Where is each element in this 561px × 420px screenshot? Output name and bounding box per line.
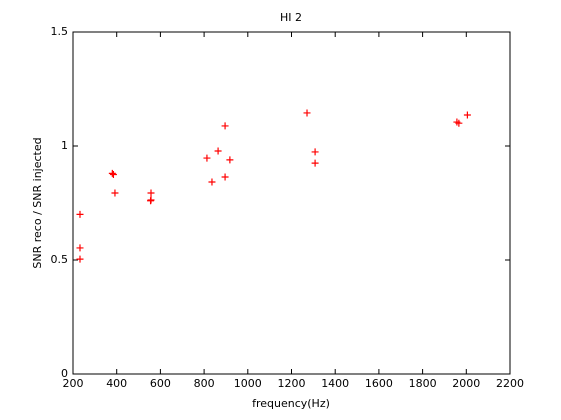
point: [111, 189, 119, 197]
point: [76, 244, 84, 252]
point: [214, 147, 222, 155]
point: [203, 154, 211, 162]
point: [303, 109, 311, 117]
x-tick-label: 2200: [496, 377, 524, 390]
point: [147, 189, 155, 197]
point: [76, 255, 84, 263]
y-axis-label: SNR reco / SNR injected: [31, 137, 44, 268]
x-tick-label: 1600: [365, 377, 393, 390]
point: [463, 111, 471, 119]
y-tick-label: 1.5: [51, 25, 69, 38]
point: [109, 171, 117, 178]
y-tick-label: 0.5: [51, 253, 69, 266]
point: [221, 173, 229, 181]
x-tick-label: 400: [106, 377, 127, 390]
point: [108, 169, 116, 177]
chart-title: HI 2: [280, 11, 302, 24]
x-tick-label: 1000: [234, 377, 262, 390]
x-tick-label: 1400: [321, 377, 349, 390]
x-tick-label: 1200: [278, 377, 306, 390]
x-tick-label: 1800: [409, 377, 437, 390]
x-tick-label: 2000: [452, 377, 480, 390]
x-axis-label: frequency(Hz): [252, 397, 330, 410]
point: [208, 178, 216, 186]
plot-area: [72, 31, 511, 375]
point: [311, 148, 319, 156]
point: [147, 197, 155, 205]
y-tick-label: 0: [61, 367, 68, 380]
point: [311, 159, 319, 167]
x-tick-label: 200: [63, 377, 84, 390]
x-tick-label: 800: [194, 377, 215, 390]
y-tick-label: 1: [61, 139, 68, 152]
point: [76, 210, 84, 218]
point: [221, 122, 229, 130]
point: [226, 156, 234, 164]
point: [455, 119, 463, 127]
x-tick-label: 600: [150, 377, 171, 390]
